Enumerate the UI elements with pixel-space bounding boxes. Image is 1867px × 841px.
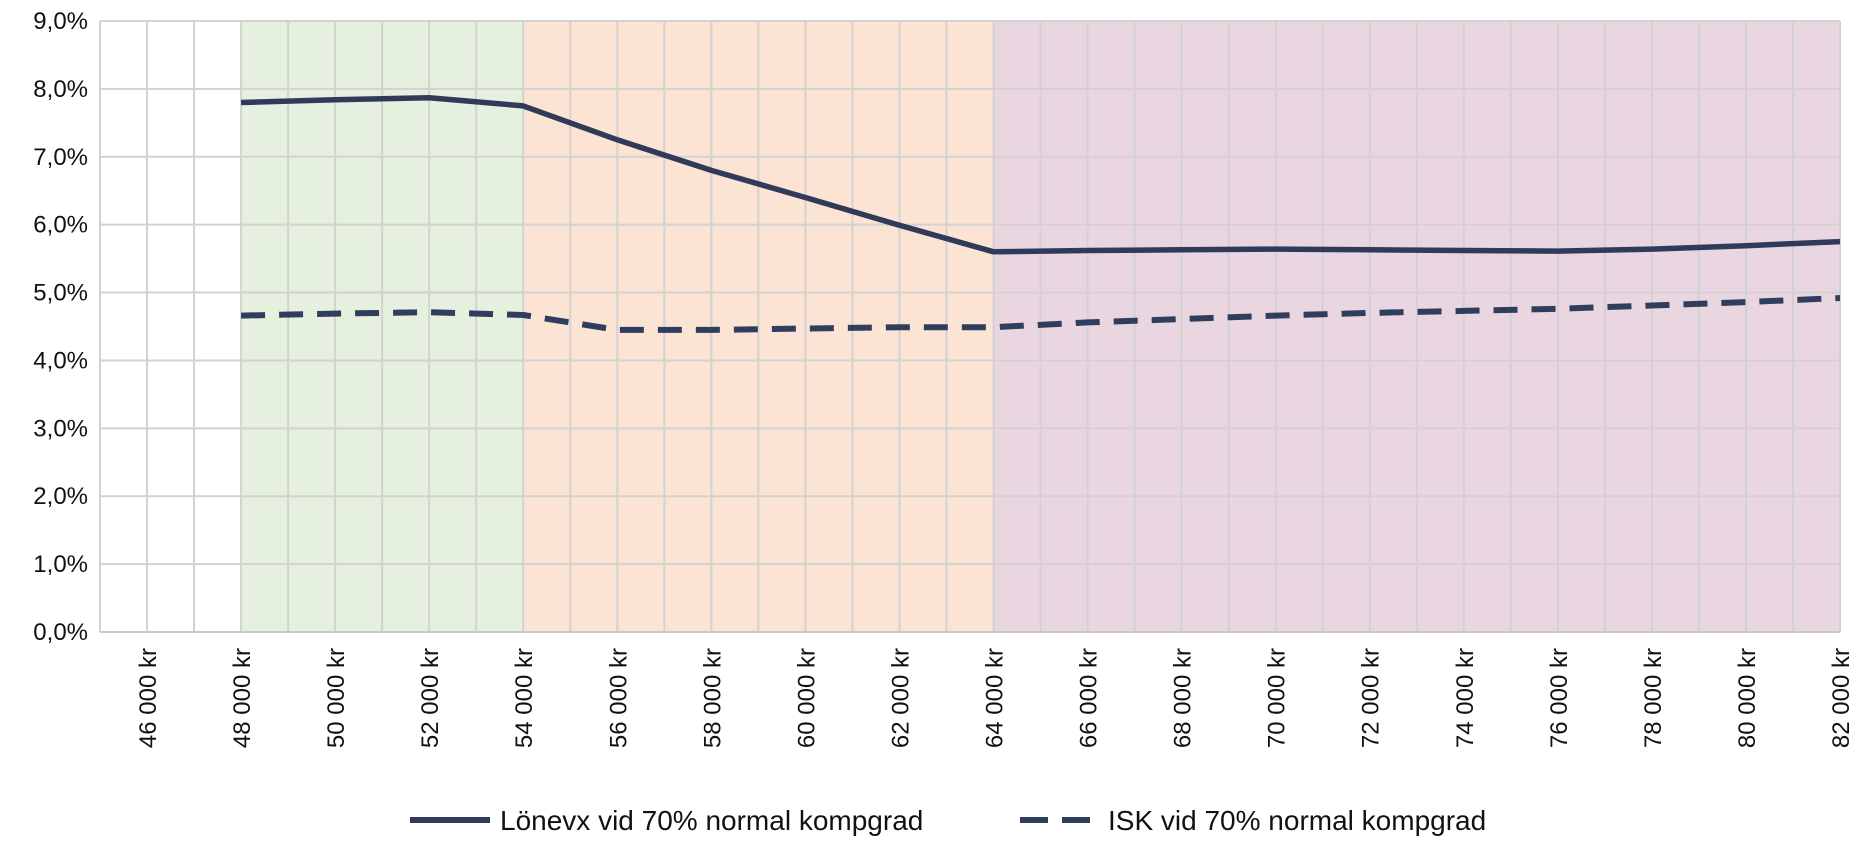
- axes: 0,0% 1,0% 2,0% 3,0% 4,0% 5,0% 6,0% 7,0% 8,0% 9,0%…: [33, 8, 1855, 748]
- x-tick-label: 54 000 kr: [511, 648, 538, 748]
- legend-label-2: ISK vid 70% normal kompgrad: [1108, 805, 1486, 836]
- x-tick-label: 70 000 kr: [1264, 648, 1291, 748]
- legend: Lönevx vid 70% normal kompgrad ISK vid 70…: [410, 805, 1486, 836]
- legend-label-1: Lönevx vid 70% normal kompgrad: [500, 805, 923, 836]
- x-tick-label: 62 000 kr: [887, 648, 914, 748]
- y-tick-label: 4,0%: [33, 347, 88, 374]
- x-tick-label: 50 000 kr: [323, 648, 350, 748]
- x-tick-label: 76 000 kr: [1546, 648, 1573, 748]
- series-lines: [241, 94, 1841, 333]
- y-tick-label: 9,0%: [33, 8, 88, 35]
- x-tick-label: 52 000 kr: [417, 648, 444, 748]
- y-tick-label: 0,0%: [33, 619, 88, 646]
- series-line-lonevx: [241, 94, 1841, 255]
- grid: [99, 20, 1841, 633]
- x-tick-label: 80 000 kr: [1734, 648, 1761, 748]
- y-tick-label: 7,0%: [33, 144, 88, 171]
- y-tick-label: 8,0%: [33, 76, 88, 103]
- x-tick-label: 60 000 kr: [793, 648, 820, 748]
- x-tick-label: 72 000 kr: [1358, 648, 1385, 748]
- x-tick-label: 66 000 kr: [1076, 648, 1103, 748]
- x-tick-label: 48 000 kr: [229, 648, 256, 748]
- x-tick-label: 78 000 kr: [1640, 648, 1667, 748]
- x-tick-label: 56 000 kr: [605, 648, 632, 748]
- y-tick-label: 6,0%: [33, 212, 88, 239]
- y-tick-label: 5,0%: [33, 280, 88, 307]
- series-line-isk: [241, 295, 1841, 333]
- x-tick-label: 58 000 kr: [699, 648, 726, 748]
- y-tick-label: 1,0%: [33, 551, 88, 578]
- y-tick-label: 2,0%: [33, 483, 88, 510]
- x-tick-label: 82 000 kr: [1828, 648, 1855, 748]
- y-tick-label: 3,0%: [33, 415, 88, 442]
- x-tick-label: 64 000 kr: [982, 648, 1009, 748]
- x-tick-label: 68 000 kr: [1170, 648, 1197, 748]
- x-tick-label: 46 000 kr: [135, 648, 162, 748]
- x-tick-label: 74 000 kr: [1452, 648, 1479, 748]
